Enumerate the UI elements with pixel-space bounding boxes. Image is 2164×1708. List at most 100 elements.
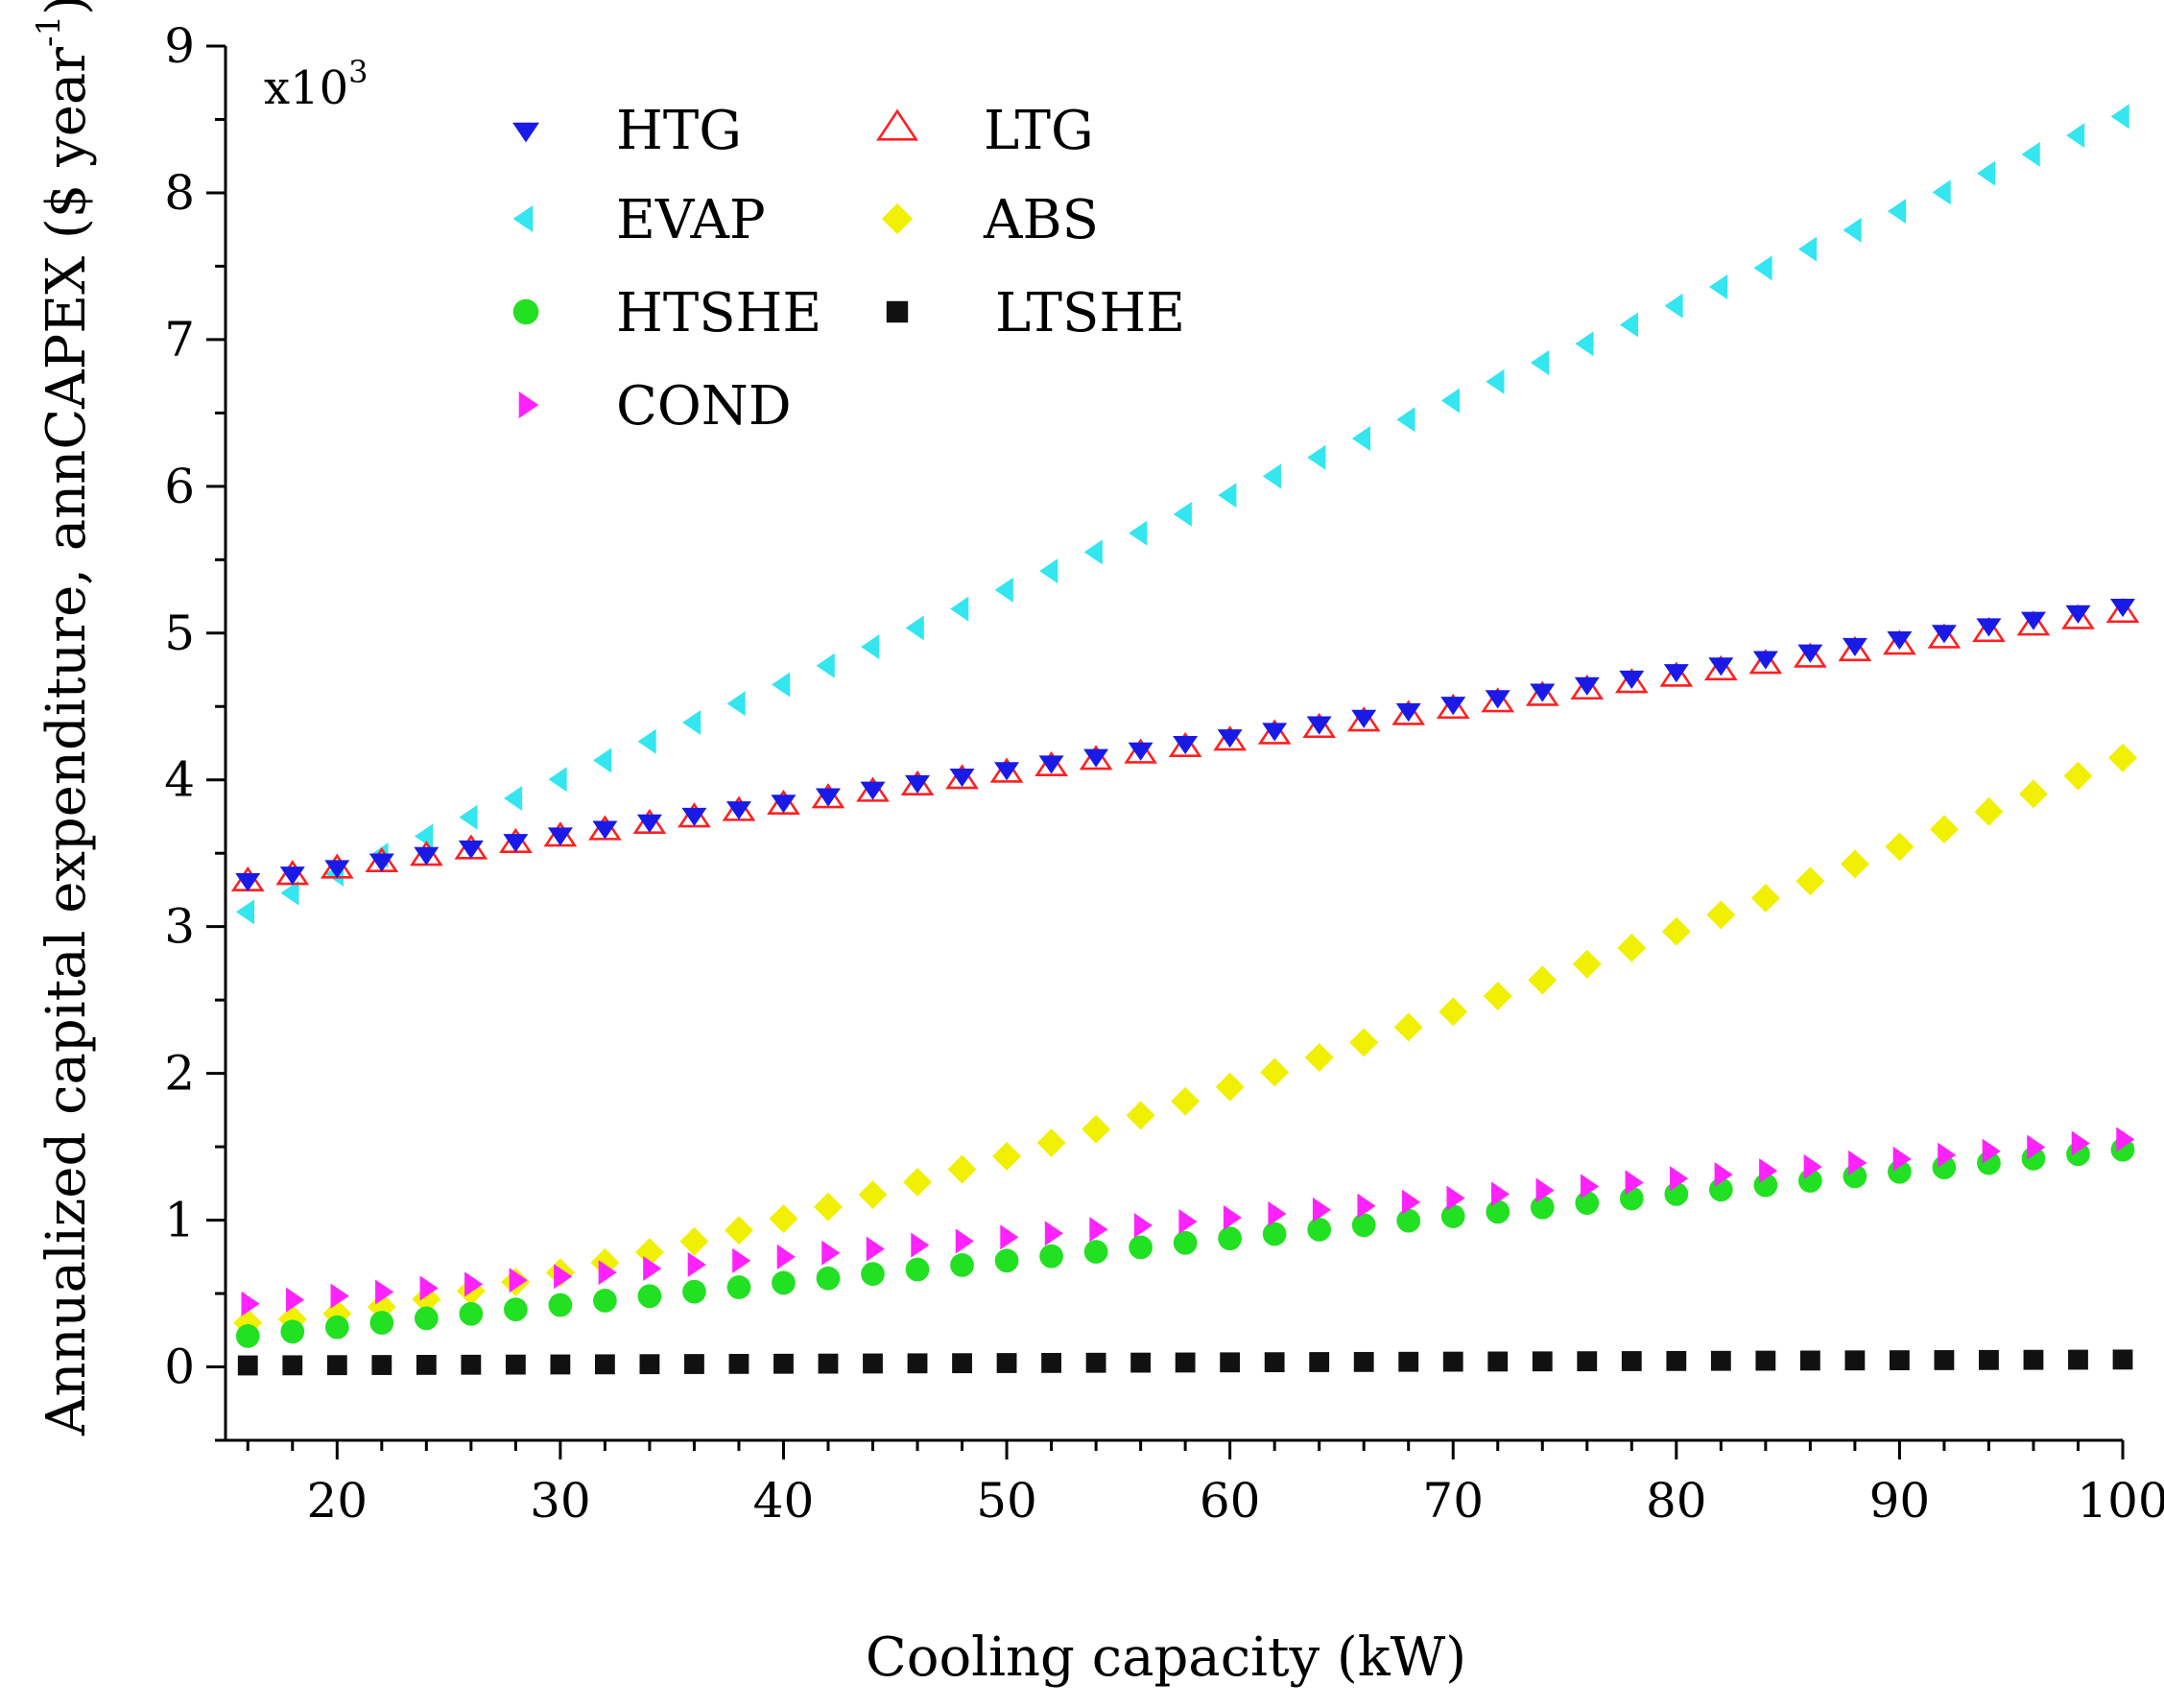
legend-label-htg: HTG — [616, 100, 742, 162]
marker-ltg — [1614, 668, 1649, 694]
marker-cond — [1714, 1162, 1733, 1188]
marker-evap — [280, 880, 299, 906]
marker-ltshe — [1844, 1350, 1866, 1371]
marker-cond — [1938, 1142, 1957, 1168]
marker-htshe — [593, 1289, 617, 1313]
marker-cond — [1490, 1181, 1510, 1207]
marker-ltg — [1570, 674, 1605, 700]
marker-cond — [866, 1236, 885, 1262]
marker-ltshe — [1890, 1350, 1910, 1371]
y-tick-label: 2 — [164, 1046, 195, 1102]
marker-htg — [1440, 697, 1466, 716]
marker-htg — [1619, 670, 1645, 690]
marker-evap — [1708, 274, 1728, 300]
marker-abs — [1572, 949, 1602, 979]
marker-htshe — [504, 1297, 528, 1322]
marker-htshe — [1129, 1235, 1153, 1260]
axes — [224, 46, 2123, 1442]
marker-htg — [636, 814, 662, 833]
marker-cond — [330, 1283, 349, 1309]
marker-cond — [1312, 1197, 1332, 1222]
marker-ltshe — [326, 1355, 347, 1376]
marker-ltshe — [1532, 1351, 1553, 1372]
y-axis-title: Annualized capital expenditure, annCAPEX… — [30, 0, 98, 1436]
marker-cond — [821, 1240, 841, 1266]
y-tick-label: 4 — [164, 752, 195, 808]
marker-htshe — [1218, 1226, 1242, 1251]
x-tick-label: 30 — [530, 1473, 591, 1529]
marker-abs — [1885, 832, 1914, 862]
marker-ltshe — [907, 1353, 928, 1374]
y-axis-ticks: 0 1 2 3 4 5 6 7 8 9 — [164, 18, 226, 1442]
legend-label-ltshe: LTSHE — [995, 282, 1185, 344]
marker-ltg — [2016, 610, 2051, 636]
y-tick-label: 3 — [164, 899, 195, 955]
marker-htg — [592, 820, 618, 840]
marker-ltg — [1525, 680, 1559, 706]
marker-cond — [732, 1247, 751, 1273]
marker-ltshe — [773, 1353, 794, 1374]
marker-abs — [1082, 1114, 1111, 1144]
marker-cond — [643, 1256, 662, 1282]
marker-cond — [464, 1271, 484, 1297]
y-tick-label: 5 — [164, 605, 195, 661]
marker-htg — [1262, 723, 1288, 742]
marker-abs — [1393, 1012, 1423, 1042]
marker-abs — [1304, 1043, 1334, 1072]
marker-evap — [1753, 255, 1772, 281]
marker-ltshe — [1577, 1351, 1598, 1372]
marker-htshe — [994, 1248, 1019, 1273]
marker-cond — [1268, 1200, 1287, 1226]
marker-evap — [235, 899, 255, 925]
marker-htshe — [905, 1257, 930, 1282]
marker-htg — [860, 781, 886, 800]
x-tick-label: 80 — [1646, 1473, 1707, 1529]
marker-ltg — [2105, 597, 2140, 624]
y-tick-label: 0 — [164, 1340, 195, 1395]
marker-ltshe — [371, 1355, 392, 1375]
marker-htg — [1530, 683, 1556, 702]
marker-ltshe — [1442, 1351, 1463, 1372]
marker-ltg — [1034, 750, 1068, 777]
marker-ltshe — [2023, 1349, 2044, 1370]
marker-ltg — [1168, 731, 1202, 758]
marker-abs — [1750, 883, 1780, 913]
marker-cond — [1803, 1154, 1822, 1180]
marker-evap — [548, 767, 567, 793]
marker-htg — [2110, 598, 2135, 618]
marker-abs — [679, 1226, 709, 1256]
marker-abs — [992, 1142, 1022, 1171]
marker-evap — [503, 785, 523, 811]
marker-cond — [1625, 1170, 1644, 1196]
legend-item-ltshe: LTSHE — [886, 282, 1185, 344]
marker-cond — [598, 1260, 617, 1286]
marker-ltg — [1748, 649, 1783, 675]
marker-abs — [1617, 933, 1647, 962]
marker-ltg — [1703, 654, 1738, 681]
marker-htg — [1887, 631, 1913, 651]
marker-cond — [1133, 1213, 1153, 1239]
marker-evap — [1083, 539, 1103, 565]
marker-cond — [911, 1232, 930, 1258]
series-evap — [235, 104, 2129, 925]
marker-ltg — [1883, 629, 1916, 655]
marker-cond — [2027, 1134, 2046, 1160]
marker-ltg — [1346, 706, 1381, 732]
marker-htg — [2020, 611, 2046, 630]
x-tick-label: 90 — [1869, 1473, 1931, 1529]
marker-evap — [1039, 558, 1058, 584]
marker-htg — [994, 762, 1020, 781]
x-tick-label: 50 — [976, 1473, 1037, 1529]
marker-abs — [1974, 796, 2004, 826]
marker-abs — [903, 1168, 932, 1197]
marker-htshe — [1351, 1213, 1376, 1238]
marker-cond — [1000, 1224, 1019, 1250]
marker-abs — [1929, 815, 1959, 844]
marker-ltshe — [416, 1355, 437, 1375]
marker-cond — [2071, 1130, 2090, 1156]
marker-cond — [1178, 1209, 1198, 1235]
y-multiplier: x103 — [264, 54, 369, 115]
marker-htshe — [1173, 1230, 1198, 1255]
marker-htshe — [1262, 1222, 1287, 1246]
legend-label-ltg: LTG — [984, 100, 1094, 162]
